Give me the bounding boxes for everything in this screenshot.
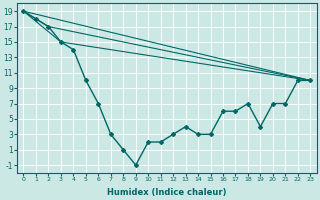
X-axis label: Humidex (Indice chaleur): Humidex (Indice chaleur) [107,188,227,197]
